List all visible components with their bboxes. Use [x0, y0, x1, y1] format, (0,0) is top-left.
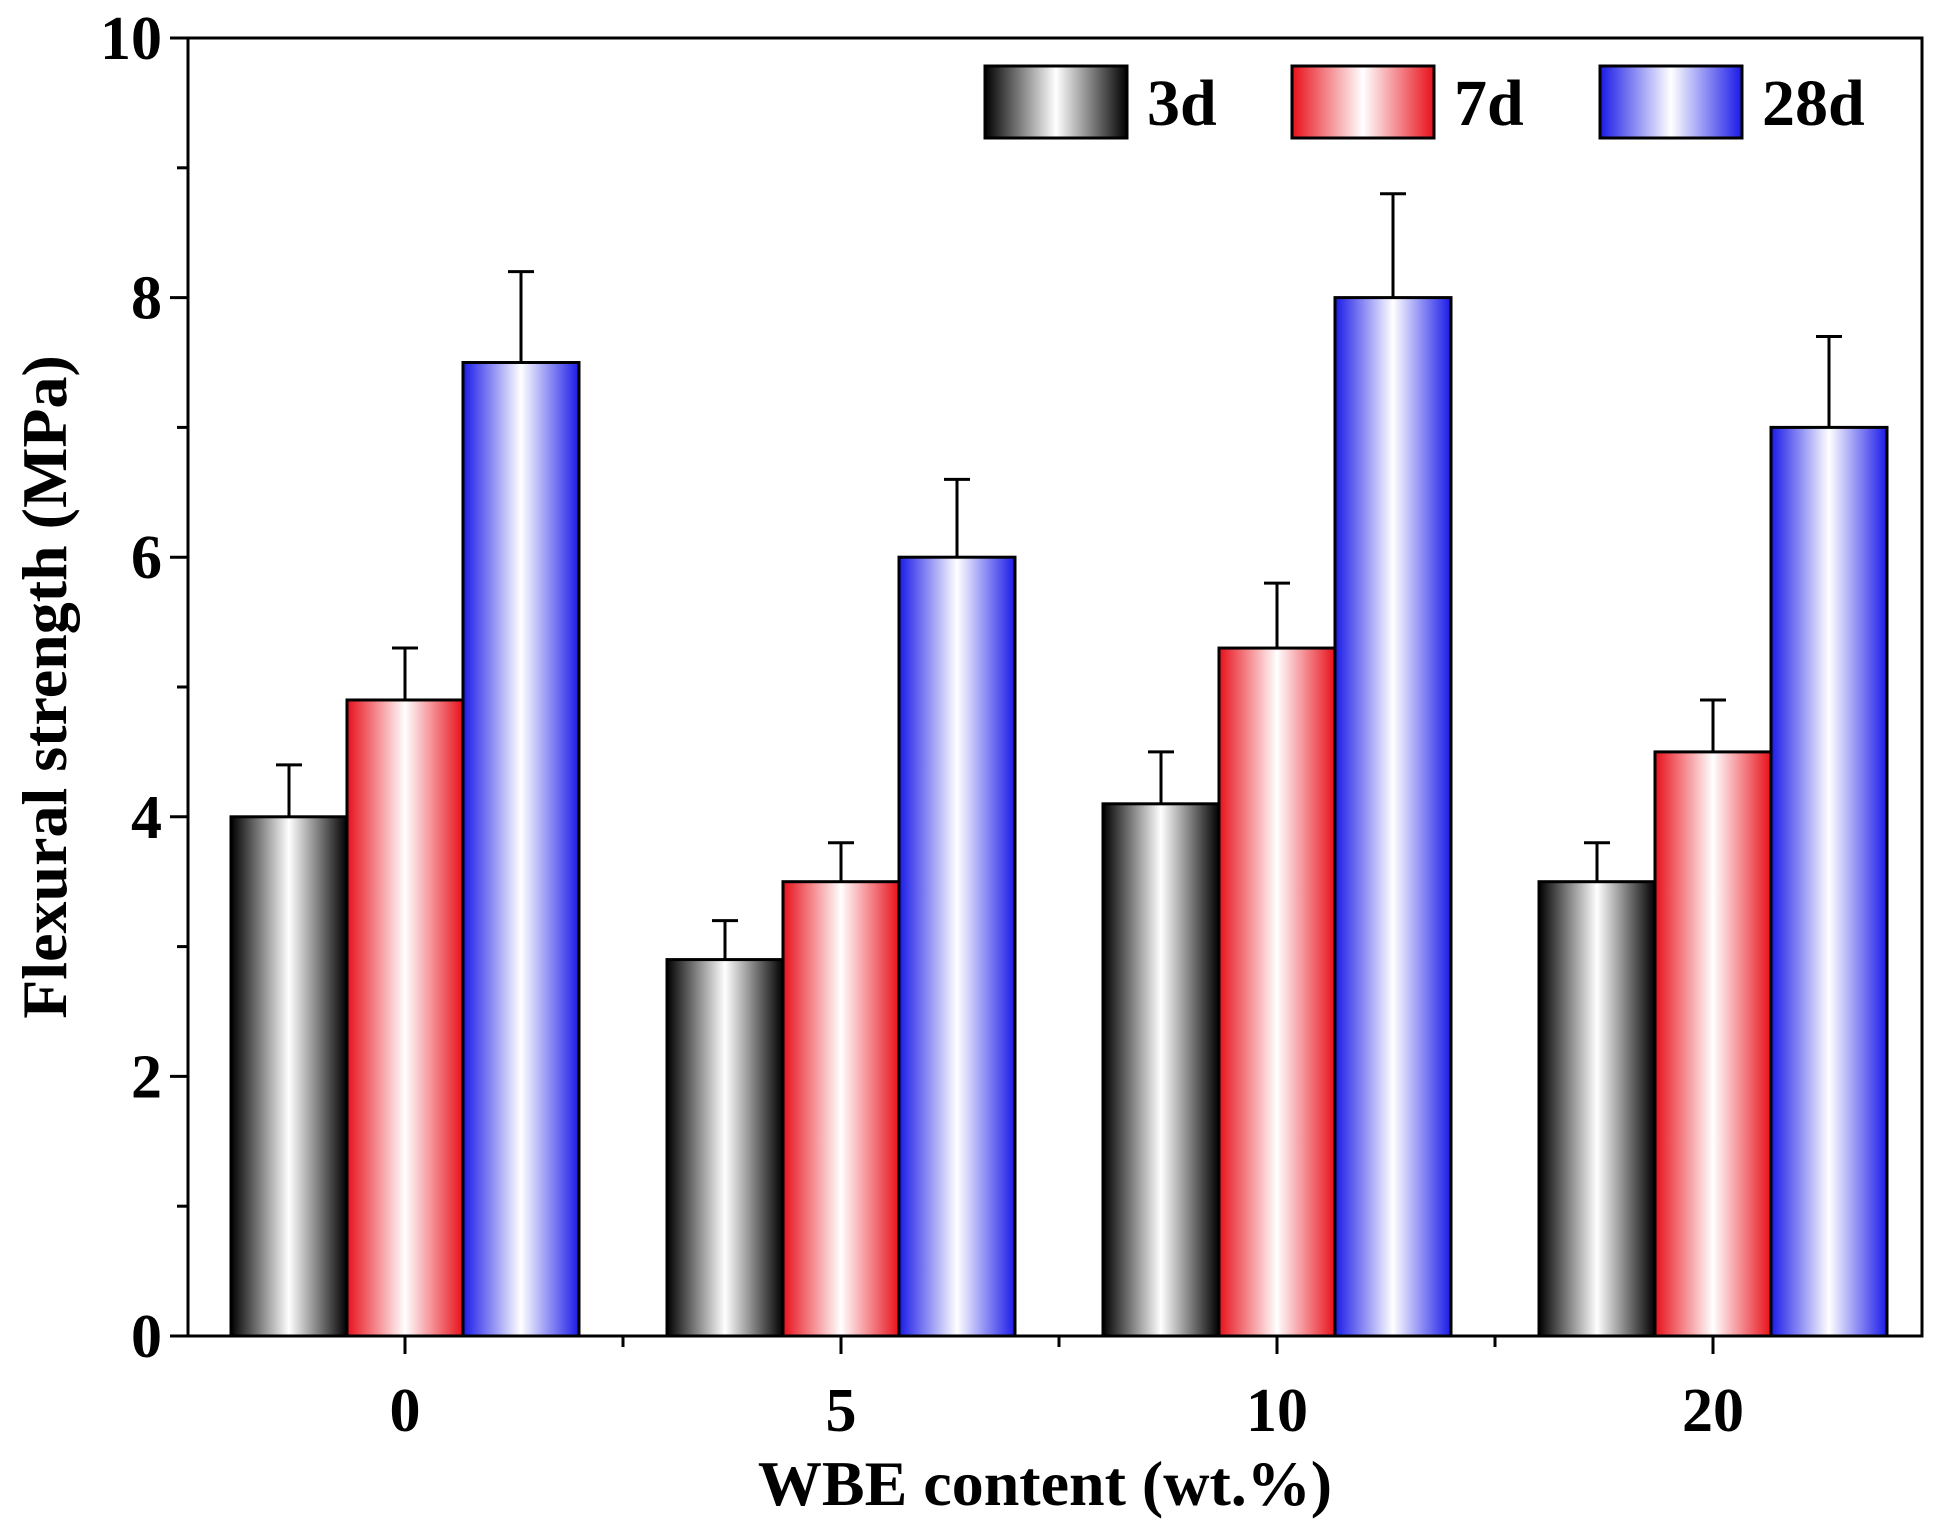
bar-3d-0: [229, 815, 349, 1338]
legend-label-3d: 3d: [1147, 67, 1217, 140]
legend: 3d 7d 28d: [983, 64, 1865, 140]
legend-swatch-28d: [1598, 64, 1744, 140]
axes-layer: [170, 36, 1924, 1354]
x-axis-title: WBE content (wt.%): [758, 1448, 1332, 1519]
bar-28d-0: [461, 361, 581, 1338]
x-tick-label-5: 5: [826, 1377, 857, 1445]
bars-layer: [229, 192, 1889, 1338]
bar-3d-20: [1537, 880, 1657, 1338]
bar-7d-5: [781, 880, 901, 1338]
bar-7d-0: [345, 698, 465, 1338]
legend-swatch-7d: [1290, 64, 1436, 140]
y-tick-label-0: 0: [131, 1303, 162, 1371]
legend-label-7d: 7d: [1454, 67, 1524, 140]
x-tick-label-10: 10: [1246, 1377, 1308, 1445]
labels-layer: 0 2 4 6 8 10 0 5 10 20 WBE content (wt.%) Flexural …: [9, 5, 1744, 1519]
legend-swatch-3d: [983, 64, 1129, 140]
bar-3d-5: [665, 958, 785, 1338]
bar-7d-10: [1217, 646, 1337, 1338]
y-tick-label-10: 10: [100, 5, 162, 73]
bar-28d-5: [897, 555, 1017, 1338]
x-tick-label-20: 20: [1682, 1377, 1744, 1445]
bar-28d-20: [1769, 425, 1889, 1338]
x-tick-label-0: 0: [390, 1377, 421, 1445]
y-tick-label-4: 4: [131, 784, 162, 852]
y-tick-label-8: 8: [131, 265, 162, 333]
bar-7d-20: [1653, 750, 1773, 1338]
bar-3d-10: [1101, 802, 1221, 1338]
legend-label-28d: 28d: [1762, 67, 1865, 140]
bar-28d-10: [1333, 296, 1453, 1338]
y-tick-label-6: 6: [131, 524, 162, 592]
y-axis-title: Flexural strength (MPa): [9, 355, 80, 1019]
y-tick-label-2: 2: [131, 1043, 162, 1111]
